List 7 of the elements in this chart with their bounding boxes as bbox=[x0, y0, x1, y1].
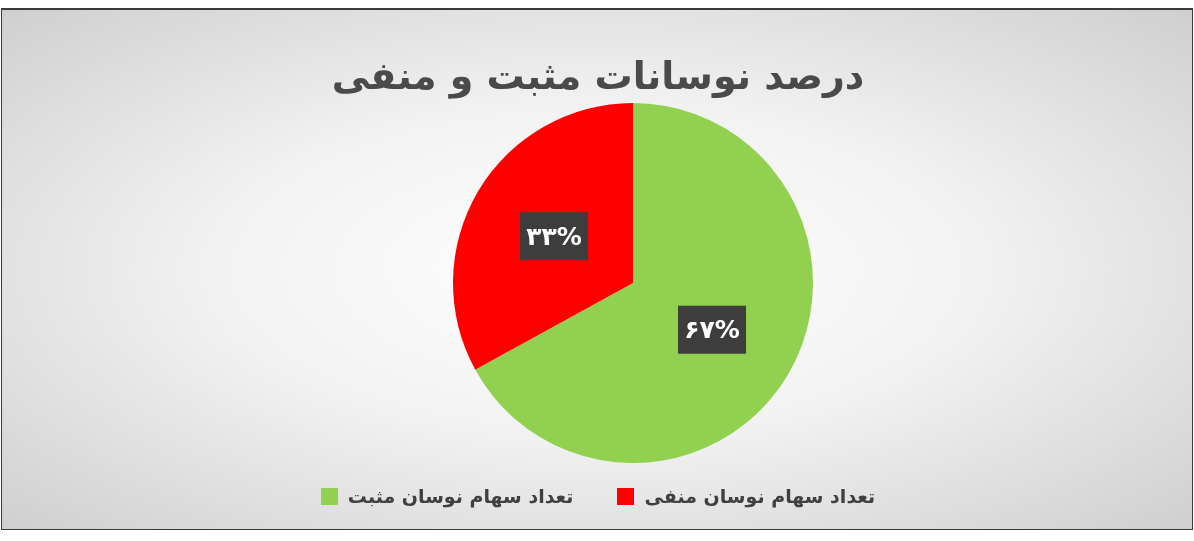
pie-slice bbox=[475, 103, 813, 463]
legend-label: تعداد سهام نوسان مثبت bbox=[347, 484, 574, 510]
data-label: ۶۷% bbox=[684, 315, 740, 345]
pie-slice bbox=[453, 103, 633, 370]
data-label: ۳۳% bbox=[526, 221, 582, 251]
chart-title: درصد نوسانات مثبت و منفی bbox=[330, 53, 866, 101]
legend-label: تعداد سهام نوسان منفی bbox=[644, 484, 876, 510]
